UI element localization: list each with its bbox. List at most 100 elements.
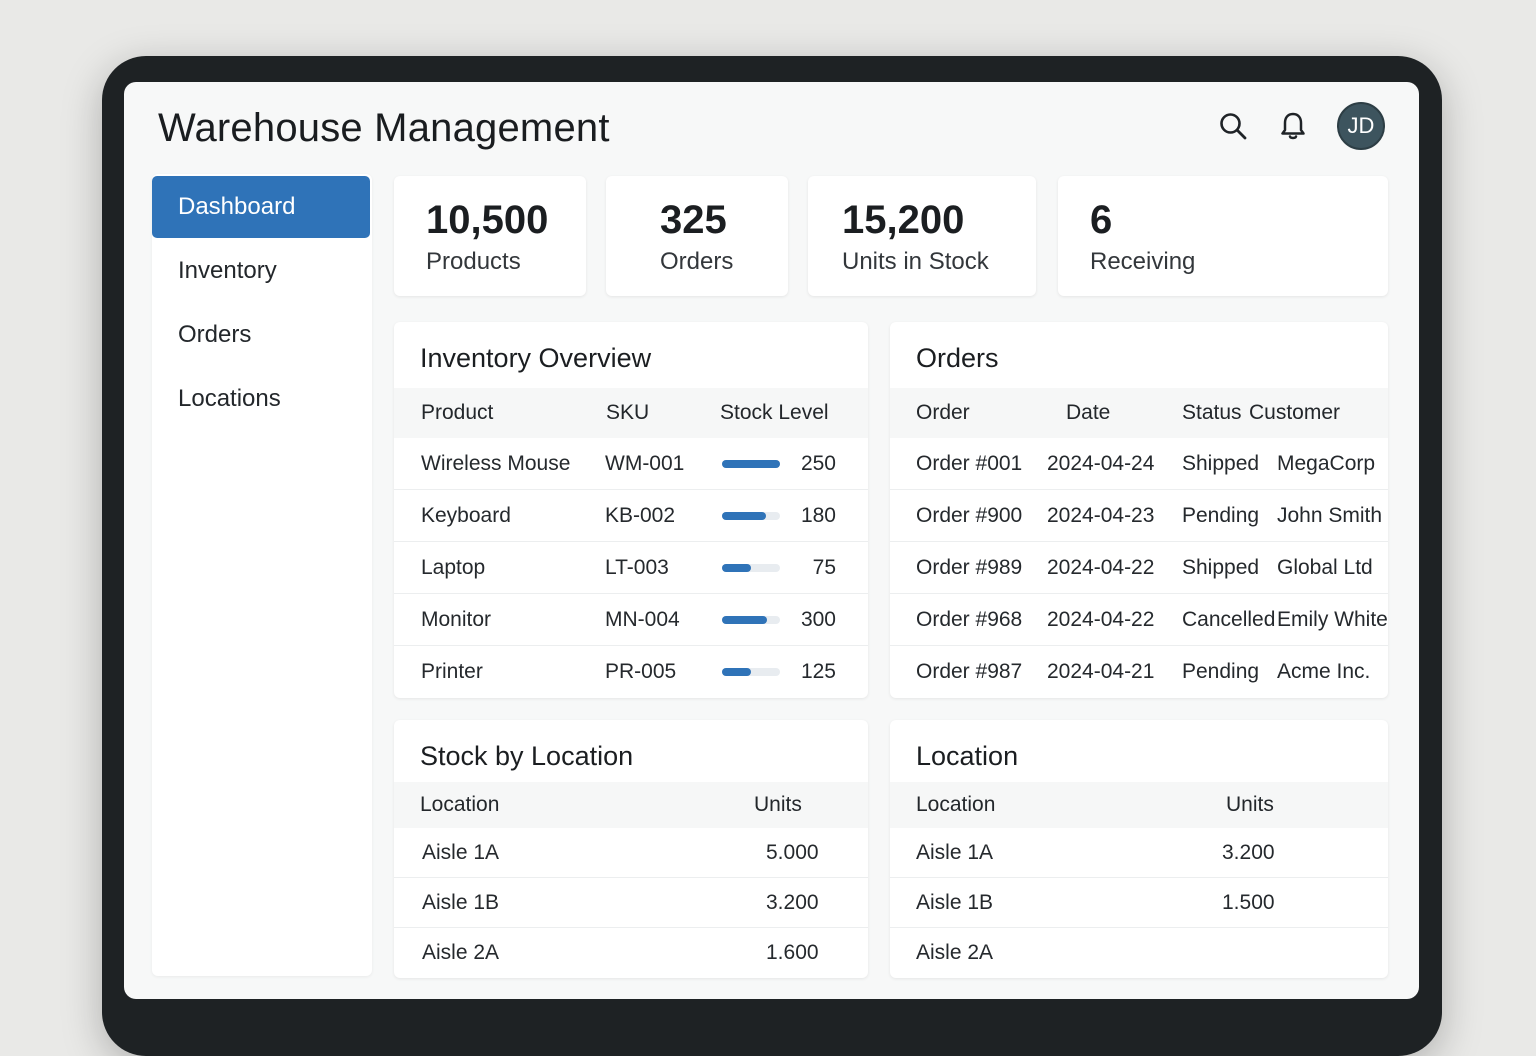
sidebar-item-locations[interactable]: Locations xyxy=(178,385,281,412)
sidebar-item-inventory[interactable]: Inventory xyxy=(178,257,277,284)
location-units: 3.200 xyxy=(766,890,819,914)
order-status: Shipped xyxy=(1182,555,1260,579)
stock-level-bar-fill xyxy=(722,668,751,676)
stat-card-products[interactable]: 10,500 Products xyxy=(394,176,586,296)
column-header-status[interactable]: Status xyxy=(1182,401,1242,424)
table-row[interactable]: Aisle 2A 1.600 xyxy=(394,928,868,978)
stock-count: 75 xyxy=(812,555,836,579)
order-date: 2024-04-24 xyxy=(1047,451,1155,475)
avatar[interactable]: JD xyxy=(1337,102,1385,150)
sidebar: Dashboard Inventory Orders Locations xyxy=(152,174,372,976)
order-status: Shipped xyxy=(1182,451,1260,475)
product-name: Keyboard xyxy=(421,503,511,527)
order-customer: Acme Inc. xyxy=(1277,660,1371,683)
app-title: Warehouse Management xyxy=(158,106,610,150)
inventory-overview-panel: Inventory Overview Product SKU Stock Lev… xyxy=(394,322,868,698)
table-header: Order Date Status Customer xyxy=(890,388,1388,438)
stat-card-units-in-stock[interactable]: 15,200 Units in Stock xyxy=(808,176,1036,296)
location-units: 3.200 xyxy=(1222,840,1275,864)
location-units: 5.000 xyxy=(766,840,819,864)
sidebar-item-dashboard[interactable]: Dashboard xyxy=(152,176,370,238)
stock-level: 300 xyxy=(694,608,836,632)
stat-label: Products xyxy=(426,248,521,275)
column-header-customer[interactable]: Customer xyxy=(1249,401,1341,424)
column-header-stock-level[interactable]: Stock Level xyxy=(720,401,829,424)
product-sku: PR-005 xyxy=(605,660,677,683)
table-row[interactable]: Order #987 2024-04-21 Pending Acme Inc. xyxy=(890,646,1388,698)
stock-level: 180 xyxy=(694,504,836,528)
table-row[interactable]: Aisle 1B 3.200 xyxy=(394,878,868,928)
column-header-order[interactable]: Order xyxy=(916,401,970,424)
stock-level-bar-fill xyxy=(722,615,768,624)
order-id: Order #987 xyxy=(916,660,1023,683)
stock-level: 125 xyxy=(694,660,836,684)
table-row[interactable]: Printer PR-005 125 xyxy=(394,646,868,698)
order-id: Order #001 xyxy=(916,451,1023,475)
order-date: 2024-04-22 xyxy=(1047,555,1155,579)
location-name: Aisle 2A xyxy=(422,941,500,964)
stock-level-bar xyxy=(722,563,780,572)
column-header-location[interactable]: Location xyxy=(916,793,996,816)
product-sku: MN-004 xyxy=(605,607,680,631)
bell-icon[interactable] xyxy=(1269,102,1317,150)
stock-level: 250 xyxy=(694,452,836,476)
order-customer: John Smith xyxy=(1277,503,1383,527)
table-row[interactable]: Order #989 2024-04-22 Shipped Global Ltd xyxy=(890,542,1388,594)
stock-level-bar xyxy=(722,459,780,468)
location-name: Aisle 1A xyxy=(916,840,994,864)
order-status: Pending xyxy=(1182,503,1260,527)
stock-count: 125 xyxy=(800,660,836,683)
column-header-product[interactable]: Product xyxy=(421,401,494,424)
panel-title: Inventory Overview xyxy=(420,343,652,373)
table-row[interactable]: Order #900 2024-04-23 Pending John Smith xyxy=(890,490,1388,542)
sidebar-item-orders[interactable]: Orders xyxy=(178,321,252,348)
product-sku: LT-003 xyxy=(605,555,669,579)
table-row[interactable]: Order #968 2024-04-22 Cancelled Emily White xyxy=(890,594,1388,646)
panel-title: Stock by Location xyxy=(420,741,634,771)
location-name: Aisle 1B xyxy=(422,890,500,914)
stock-count: 300 xyxy=(800,607,836,631)
order-customer: Emily White xyxy=(1277,607,1388,631)
stat-card-orders[interactable]: 325 Orders xyxy=(606,176,788,296)
column-header-sku[interactable]: SKU xyxy=(606,401,650,424)
table-row[interactable]: Order #001 2024-04-24 Shipped MegaCorp xyxy=(890,438,1388,490)
stock-by-location-panel: Stock by Location Location Units Aisle 1… xyxy=(394,720,868,978)
table-row[interactable]: Aisle 2A xyxy=(890,928,1388,978)
orders-panel: Orders Order Date Status Customer Order … xyxy=(890,322,1388,698)
order-customer: Global Ltd xyxy=(1277,555,1373,579)
panel-title: Orders xyxy=(916,343,999,373)
product-name: Wireless Mouse xyxy=(421,451,571,475)
stat-value: 325 xyxy=(660,198,727,242)
app-window: Warehouse Management JD Dashboard Invent… xyxy=(124,82,1419,999)
stock-level-bar-fill xyxy=(722,563,751,572)
stock-count: 250 xyxy=(800,451,836,475)
order-id: Order #900 xyxy=(916,503,1023,527)
column-header-date[interactable]: Date xyxy=(1066,401,1111,424)
location-name: Aisle 1A xyxy=(422,840,500,864)
product-sku: KB-002 xyxy=(605,503,676,527)
stock-level: 75 xyxy=(694,556,836,580)
stat-card-receiving[interactable]: 6 Receiving xyxy=(1058,176,1388,296)
column-header-location[interactable]: Location xyxy=(420,793,500,816)
table-row[interactable]: Aisle 1A 3.200 xyxy=(890,828,1388,878)
table-row[interactable]: Aisle 1A 5.000 xyxy=(394,828,868,878)
stat-value: 10,500 xyxy=(426,198,549,242)
location-units: 1.500 xyxy=(1222,890,1275,914)
order-status: Cancelled xyxy=(1182,607,1276,631)
column-header-units[interactable]: Units xyxy=(754,793,802,816)
table-row[interactable]: Laptop LT-003 75 xyxy=(394,542,868,594)
column-header-units[interactable]: Units xyxy=(1226,793,1274,816)
location-name: Aisle 2A xyxy=(916,941,994,964)
table-row[interactable]: Keyboard KB-002 180 xyxy=(394,490,868,542)
product-sku: WM-001 xyxy=(605,451,685,475)
product-name: Printer xyxy=(421,660,483,683)
table-header: Product SKU Stock Level xyxy=(394,388,868,438)
table-row[interactable]: Aisle 1B 1.500 xyxy=(890,878,1388,928)
stock-count: 180 xyxy=(800,503,836,527)
stat-label: Orders xyxy=(660,248,734,275)
table-row[interactable]: Wireless Mouse WM-001 250 xyxy=(394,438,868,490)
table-row[interactable]: Monitor MN-004 300 xyxy=(394,594,868,646)
stock-level-bar-fill xyxy=(722,459,780,468)
search-icon[interactable] xyxy=(1209,102,1257,150)
product-name: Laptop xyxy=(421,555,486,579)
